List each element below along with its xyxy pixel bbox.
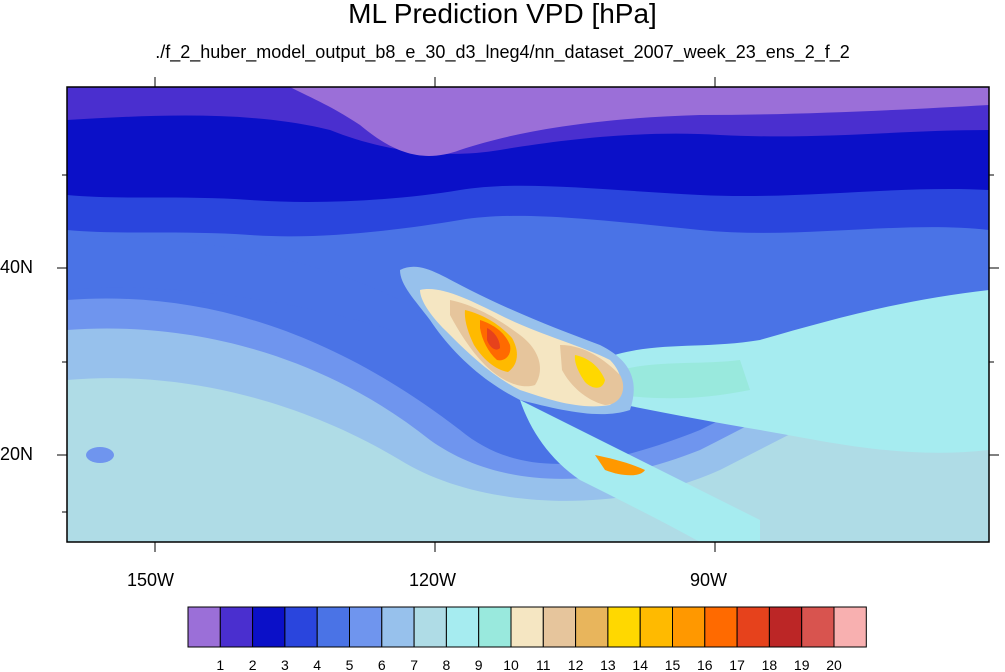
legend-label: 5 xyxy=(346,657,354,672)
map-title: ML Prediction VPD [hPa] xyxy=(348,0,657,29)
legend-label: 17 xyxy=(729,657,745,672)
lat-label-40n: 40N xyxy=(0,257,34,277)
lon-label-150w: 150W xyxy=(127,570,175,590)
legend-swatch xyxy=(252,606,286,648)
legend-label: 19 xyxy=(794,657,810,672)
legend-label: 12 xyxy=(568,657,584,672)
legend-swatch xyxy=(768,606,803,648)
lon-label-90w: 90W xyxy=(690,570,728,590)
legend-swatch xyxy=(704,606,738,648)
legend-label: 13 xyxy=(600,657,616,672)
vpd-field xyxy=(67,87,989,542)
legend-swatch xyxy=(381,606,415,648)
lon-label-120w: 120W xyxy=(409,570,457,590)
legend-swatch xyxy=(413,606,447,648)
lat-label-20n: 20N xyxy=(0,444,34,464)
axis-ticks xyxy=(57,77,999,552)
legend-swatch xyxy=(187,606,221,648)
legend-swatch xyxy=(349,606,383,648)
legend-swatch xyxy=(445,606,480,648)
legend-swatch xyxy=(801,606,835,648)
legend-label: 6 xyxy=(378,657,386,672)
legend-label: 10 xyxy=(503,657,519,672)
legend-label: 7 xyxy=(410,657,418,672)
legend-label: 16 xyxy=(697,657,713,672)
legend-label: 8 xyxy=(443,657,451,672)
legend-label: 15 xyxy=(665,657,681,672)
legend-label: 18 xyxy=(762,657,778,672)
legend-swatch xyxy=(607,606,641,648)
map-frame xyxy=(66,86,990,543)
legend-label: 3 xyxy=(281,657,289,672)
legend-label: 20 xyxy=(826,657,842,672)
legend-swatch xyxy=(284,606,318,648)
legend-swatch xyxy=(672,606,706,648)
legend-swatch xyxy=(542,606,577,648)
legend-swatch xyxy=(510,606,544,648)
map-subtitle: ./f_2_huber_model_output_b8_e_30_d3_lneg… xyxy=(155,42,850,62)
legend-swatch xyxy=(219,606,254,648)
legend-swatch xyxy=(316,606,351,648)
legend-label: 2 xyxy=(249,657,257,672)
legend-label: 4 xyxy=(313,657,321,672)
legend-swatch xyxy=(639,606,674,648)
legend-swatch xyxy=(833,606,867,648)
vpd-map xyxy=(57,77,999,552)
legend-label: 14 xyxy=(632,657,648,672)
legend-label: 11 xyxy=(536,657,551,672)
legend-swatch xyxy=(575,606,609,648)
legend-label: 9 xyxy=(475,657,483,672)
legend-swatch xyxy=(478,606,512,648)
legend-swatch xyxy=(736,606,770,648)
legend-label: 1 xyxy=(216,657,224,672)
